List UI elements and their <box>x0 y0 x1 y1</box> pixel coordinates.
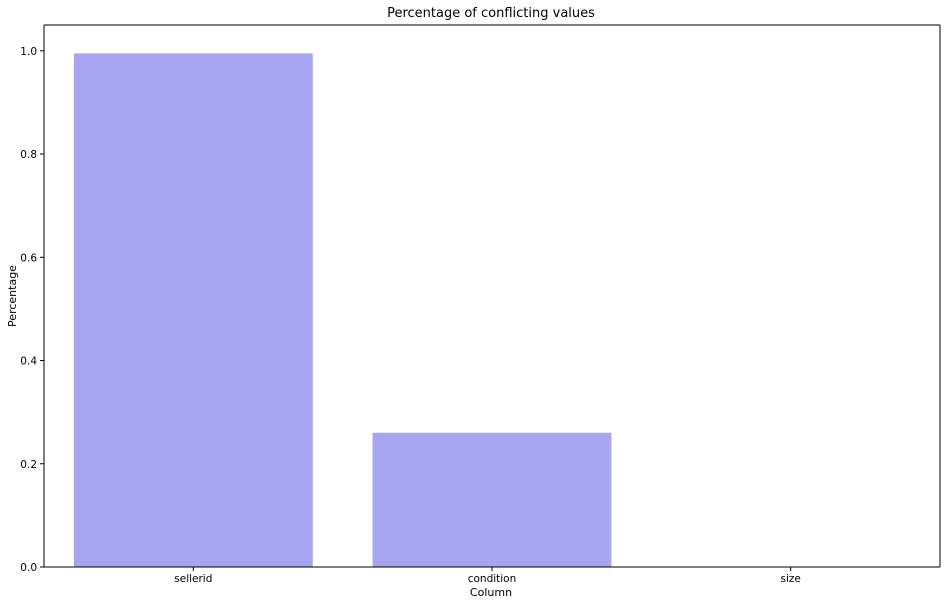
x-tick-label: size <box>780 573 800 585</box>
y-tick-label: 0.8 <box>20 149 37 161</box>
y-tick-label: 0.2 <box>20 459 37 471</box>
x-tick-label: sellerid <box>174 573 212 585</box>
bar-sellerid <box>73 53 313 567</box>
x-tick-label: condition <box>468 573 517 585</box>
chart-title: Percentage of conflicting values <box>387 6 595 21</box>
y-tick-label: 0.4 <box>20 356 37 368</box>
x-axis-label: Column <box>470 586 512 599</box>
y-tick-label: 1.0 <box>20 46 37 58</box>
y-axis-label: Percentage <box>6 265 19 327</box>
y-tick-label: 0.0 <box>20 562 37 574</box>
y-tick-label: 0.6 <box>20 252 37 264</box>
bar-condition <box>372 432 612 567</box>
plot-area: 0.0 0.2 0.4 0.6 0.8 1.0 sellerid condition size <box>20 24 941 585</box>
